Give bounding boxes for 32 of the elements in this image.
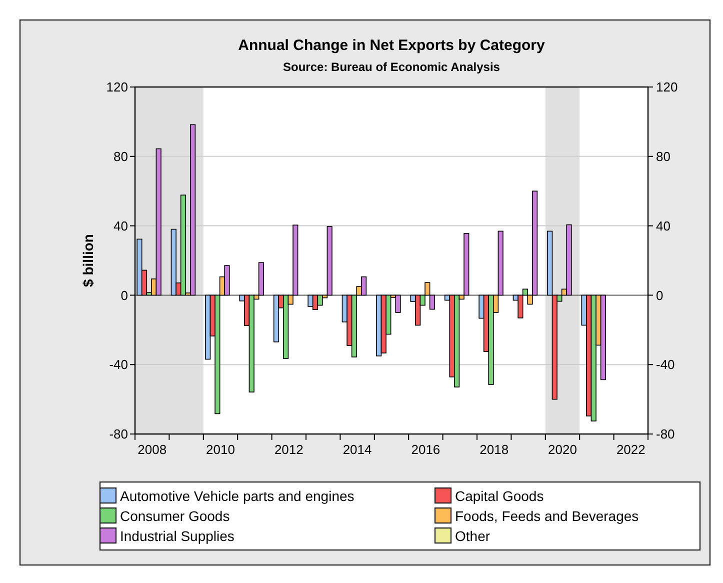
chart-subtitle: Source: Bureau of Economic Analysis <box>283 60 500 74</box>
y-tick-label: 80 <box>114 148 128 164</box>
legend-label: Other <box>455 528 490 544</box>
y2-tick-label: 120 <box>656 80 678 95</box>
x-tick-label: 2010 <box>206 442 235 457</box>
legend-label: Industrial Supplies <box>120 528 234 544</box>
bar <box>205 294 211 360</box>
y2-tick-label: 80 <box>656 148 670 164</box>
chart-title: Annual Change in Net Exports by Category <box>238 37 546 54</box>
y-tick-label: 40 <box>114 218 128 234</box>
y2-tick-label: -40 <box>656 357 675 372</box>
legend-label: Capital Goods <box>455 488 544 504</box>
bar <box>273 294 280 342</box>
legend-label: Consumer Goods <box>120 508 230 524</box>
bar <box>170 228 176 296</box>
x-tick-label: 2008 <box>138 442 167 457</box>
x-tick-label: 2012 <box>274 442 304 457</box>
x-tick-label: 2022 <box>616 442 646 457</box>
x-tick-label: 2020 <box>548 442 577 457</box>
y-tick-label: -80 <box>109 426 128 442</box>
y-tick-label: 120 <box>106 80 128 95</box>
y-tick-label: -40 <box>109 357 128 372</box>
legend-label: Foods, Feeds and Beverages <box>455 508 639 524</box>
legend-label: Automotive Vehicle parts and engines <box>120 488 354 504</box>
x-tick-label: 2014 <box>342 442 372 457</box>
y-tick-label: 0 <box>120 288 128 303</box>
x-tick-label: 2018 <box>480 442 509 457</box>
x-tick-label: 2016 <box>411 442 440 457</box>
y2-tick-label: -80 <box>656 426 675 442</box>
y-axis-title: $ billion <box>80 234 96 287</box>
y2-tick-label: 0 <box>656 288 664 303</box>
y2-tick-label: 40 <box>656 218 670 234</box>
